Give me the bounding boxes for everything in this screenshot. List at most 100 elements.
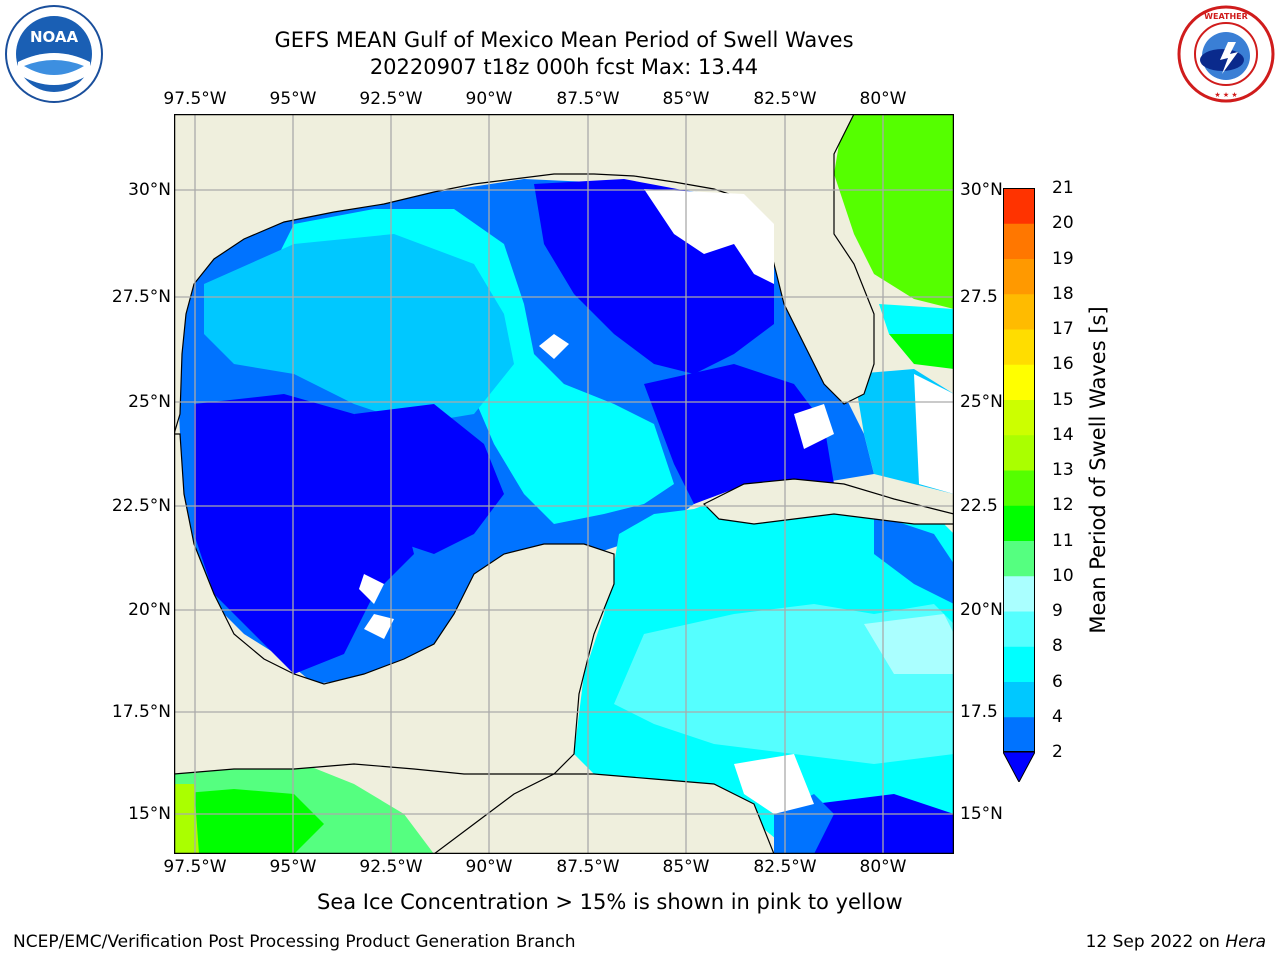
colorbar-tick-label: 16 — [1052, 354, 1074, 375]
no-data-patch — [644, 189, 774, 284]
colorbar-tick-label: 21 — [1052, 178, 1074, 198]
colorbar-tick-label: 18 — [1052, 283, 1074, 304]
colorbar — [1003, 188, 1035, 782]
colorbar-segment — [1003, 364, 1035, 400]
colorbar-segment — [1003, 470, 1035, 506]
colorbar-tick-label: 10 — [1052, 565, 1074, 586]
lat-label-right: 30°N — [960, 180, 1003, 200]
lon-label-top: 85°W — [662, 89, 710, 109]
lon-label-bottom: 95°W — [269, 857, 317, 877]
lat-label-right: 22.5 — [960, 496, 998, 516]
noaa-logo: NOAA — [4, 4, 104, 104]
colorbar-segment — [1003, 223, 1035, 259]
lon-label-top: 90°W — [465, 89, 513, 109]
lon-label-bottom: 82.5°W — [753, 857, 817, 877]
colorbar-tick-label: 11 — [1052, 530, 1074, 551]
noaa-logo-icon: NOAA — [5, 5, 103, 103]
nws-logo: WEATHER ★ ★ ★ — [1176, 4, 1276, 104]
lat-label-right: 20°N — [960, 600, 1003, 620]
colorbar-segments — [1003, 188, 1035, 753]
colorbar-segment — [1003, 646, 1035, 682]
colorbar-segment — [1003, 258, 1035, 295]
svg-text:NOAA: NOAA — [30, 28, 79, 46]
lat-label-left: 22.5°N — [111, 496, 171, 516]
date-text: 12 Sep 2022 on — [1085, 932, 1226, 952]
lat-label-left: 15°N — [128, 804, 171, 824]
colorbar-tick-label: 20 — [1052, 213, 1074, 234]
pacific-yellow-green-region — [174, 784, 199, 854]
lon-label-top: 97.5°W — [163, 89, 227, 109]
svg-text:WEATHER: WEATHER — [1204, 12, 1248, 21]
lat-label-left: 30°N — [128, 180, 171, 200]
colorbar-tick-label: 2 — [1052, 742, 1063, 762]
lon-label-top: 80°W — [859, 89, 907, 109]
colorbar-segment — [1003, 293, 1035, 330]
lat-label-left: 25°N — [128, 392, 171, 412]
colorbar-tick-label: 4 — [1052, 706, 1063, 727]
colorbar-tick-label: 17 — [1052, 319, 1074, 339]
lon-label-bottom: 90°W — [465, 857, 513, 877]
colorbar-segment — [1003, 188, 1035, 224]
dark-blue-region — [194, 394, 414, 674]
light-blue-region — [204, 234, 514, 424]
no-data-patch — [914, 374, 954, 494]
colorbar-tick-label: 13 — [1052, 460, 1074, 480]
no-data-patch — [359, 574, 384, 604]
no-data-patch — [734, 754, 814, 814]
colorbar-tick-label: 6 — [1052, 671, 1063, 692]
no-data-patch — [539, 334, 569, 359]
colorbar-segment — [1003, 681, 1035, 718]
atlantic-cyan-region — [879, 304, 954, 334]
nws-logo-icon: WEATHER ★ ★ ★ — [1177, 5, 1275, 103]
colorbar-segment — [1003, 716, 1035, 753]
svg-text:★ ★ ★: ★ ★ ★ — [1214, 91, 1237, 99]
sea-ice-footnote: Sea Ice Concentration > 15% is shown in … — [317, 890, 903, 914]
colorbar-segment — [1003, 434, 1035, 471]
colorbar-tick-label: 12 — [1052, 495, 1074, 516]
map-subtitle: 20220907 t18z 000h fcst Max: 13.44 — [369, 55, 759, 79]
lat-label-right: 15°N — [960, 804, 1003, 824]
lat-label-left: 27.5°N — [111, 287, 171, 307]
lat-label-left: 17.5°N — [111, 702, 171, 722]
colorbar-segment — [1003, 611, 1035, 647]
colorbar-tick-label: 9 — [1052, 601, 1063, 621]
colorbar-segment — [1003, 399, 1035, 436]
lon-label-bottom: 87.5°W — [556, 857, 620, 877]
colorbar-border — [1003, 188, 1035, 752]
lon-label-top: 87.5°W — [556, 89, 620, 109]
atlantic-green-region — [834, 114, 954, 309]
no-data-patch — [364, 614, 394, 639]
lon-label-bottom: 80°W — [859, 857, 907, 877]
light-cyan-region — [614, 604, 954, 764]
lon-label-top: 82.5°W — [753, 89, 817, 109]
colorbar-tick-label: 8 — [1052, 636, 1063, 657]
lon-label-bottom: 85°W — [662, 857, 710, 877]
map-title: GEFS MEAN Gulf of Mexico Mean Period of … — [274, 28, 854, 52]
colorbar-segment — [1003, 505, 1035, 541]
lon-label-bottom: 92.5°W — [359, 857, 423, 877]
swell-period-map — [173, 113, 955, 855]
dark-blue-region — [794, 794, 954, 854]
atlantic-green-region — [889, 334, 954, 369]
date-stamp: 12 Sep 2022 on Hera — [1086, 932, 1266, 952]
colorbar-extend-triangle — [1003, 751, 1035, 782]
lon-label-top: 92.5°W — [359, 89, 423, 109]
machine-name: Hera — [1225, 932, 1266, 952]
colorbar-segment — [1003, 575, 1035, 612]
colorbar-segment — [1003, 540, 1035, 577]
pacific-green-region — [174, 789, 324, 854]
blue-region — [874, 514, 954, 604]
lat-label-right: 25°N — [960, 392, 1003, 412]
lat-label-right: 17.5 — [960, 702, 998, 722]
colorbar-tick-label: 19 — [1052, 248, 1074, 269]
colorbar-label: Mean Period of Swell Waves [s] — [1086, 306, 1110, 634]
lat-label-right: 27.5 — [960, 287, 998, 307]
colorbar-segment — [1003, 329, 1035, 365]
credit-text: NCEP/EMC/Verification Post Processing Pr… — [13, 932, 576, 952]
colorbar-tick-label: 15 — [1052, 389, 1074, 410]
lon-label-bottom: 97.5°W — [163, 857, 227, 877]
lat-lon-grid — [174, 114, 954, 854]
mexico-land — [173, 433, 615, 775]
map-panel — [173, 113, 955, 855]
dark-blue-region — [644, 364, 834, 504]
